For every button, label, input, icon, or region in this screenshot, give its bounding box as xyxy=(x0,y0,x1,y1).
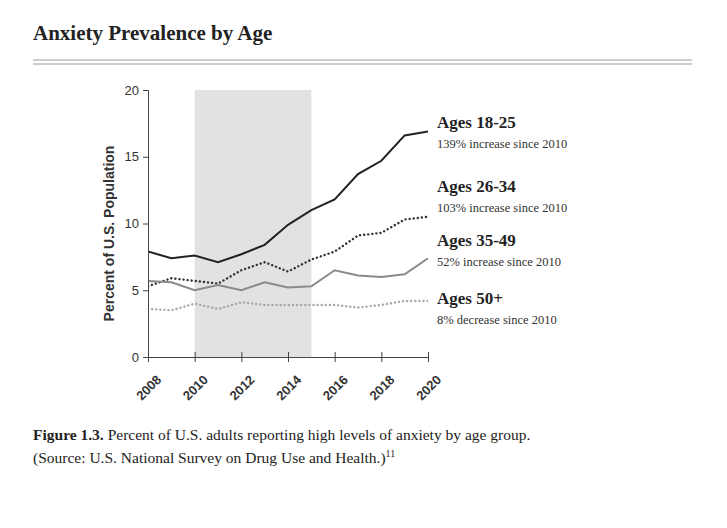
tick-label: 10 xyxy=(125,216,139,231)
shaded-region xyxy=(195,90,312,357)
series-label: Ages 35-49 xyxy=(437,231,516,250)
axis-line xyxy=(143,91,149,358)
tick-mark xyxy=(195,352,196,362)
tick-mark xyxy=(288,352,289,362)
chart: Anxiety Prevalence by Age 0 5 10 15 20 2008 201… xyxy=(0,0,727,528)
caption-note: 11 xyxy=(386,448,396,459)
series-line xyxy=(148,301,428,310)
caption: Figure 1.3. Percent of U.S. adults repor… xyxy=(33,426,530,443)
tick-mark xyxy=(143,157,148,158)
tick-mark xyxy=(381,352,382,362)
tick-label: 2014 xyxy=(273,372,305,404)
annotation: 8% decrease since 2010 xyxy=(437,313,557,327)
tick: 2012 xyxy=(226,352,257,403)
tick: 2016 xyxy=(320,352,351,403)
tick: 5 xyxy=(132,283,148,298)
rule xyxy=(33,64,692,65)
tick-label: 2012 xyxy=(226,372,257,403)
tick: 2020 xyxy=(413,352,444,403)
tick-label: 2018 xyxy=(366,372,397,403)
plot-area xyxy=(148,90,428,357)
tick-mark xyxy=(143,224,148,225)
tick-mark xyxy=(335,352,336,362)
annotation: 103% increase since 2010 xyxy=(437,201,567,215)
tick-label: 2016 xyxy=(320,372,351,403)
tick-label: 15 xyxy=(125,149,139,164)
tick-label: 20 xyxy=(125,83,139,98)
tick: 15 xyxy=(125,149,148,164)
tick-label: 5 xyxy=(132,283,139,298)
tick-mark xyxy=(143,90,148,91)
series-label: Ages 18-25 xyxy=(437,113,516,132)
tick: 20 xyxy=(125,83,148,98)
series-line xyxy=(148,131,428,262)
annotation: 139% increase since 2010 xyxy=(437,137,567,151)
tick-label: 0 xyxy=(132,350,139,365)
tick: 10 xyxy=(125,216,148,231)
y-axis: 0 5 10 15 20 xyxy=(125,83,149,365)
tick-mark xyxy=(428,352,429,362)
tick-mark xyxy=(143,357,148,358)
tick-label: 2008 xyxy=(133,372,164,403)
tick-label: 2020 xyxy=(413,372,444,403)
caption-text: Percent of U.S. adults reporting high le… xyxy=(108,426,531,443)
tick-mark xyxy=(143,290,148,291)
tick-mark xyxy=(148,352,149,362)
tick-mark xyxy=(241,352,242,362)
series-label: Ages 50+ xyxy=(437,289,503,308)
annotation: 52% increase since 2010 xyxy=(437,255,561,269)
title: Anxiety Prevalence by Age xyxy=(33,21,272,45)
caption: (Source: U.S. National Survey on Drug Us… xyxy=(33,448,395,467)
series-label: Ages 26-34 xyxy=(437,177,516,196)
caption-label: Figure 1.3. xyxy=(33,426,104,443)
caption-text: (Source: U.S. National Survey on Drug Us… xyxy=(33,449,386,467)
tick: 2018 xyxy=(366,352,397,403)
tick-label: 2010 xyxy=(180,372,211,403)
tick: 2008 xyxy=(133,352,164,403)
tick: 0 xyxy=(132,350,148,365)
x-axis: 2008 2010 2012 2014 2016 2018 2020 xyxy=(133,352,444,403)
rule xyxy=(33,60,692,61)
tick: 2014 xyxy=(273,352,305,403)
axis-title: Percent of U.S. Population xyxy=(101,146,117,322)
series-line xyxy=(148,258,428,290)
tick: 2010 xyxy=(180,352,211,403)
